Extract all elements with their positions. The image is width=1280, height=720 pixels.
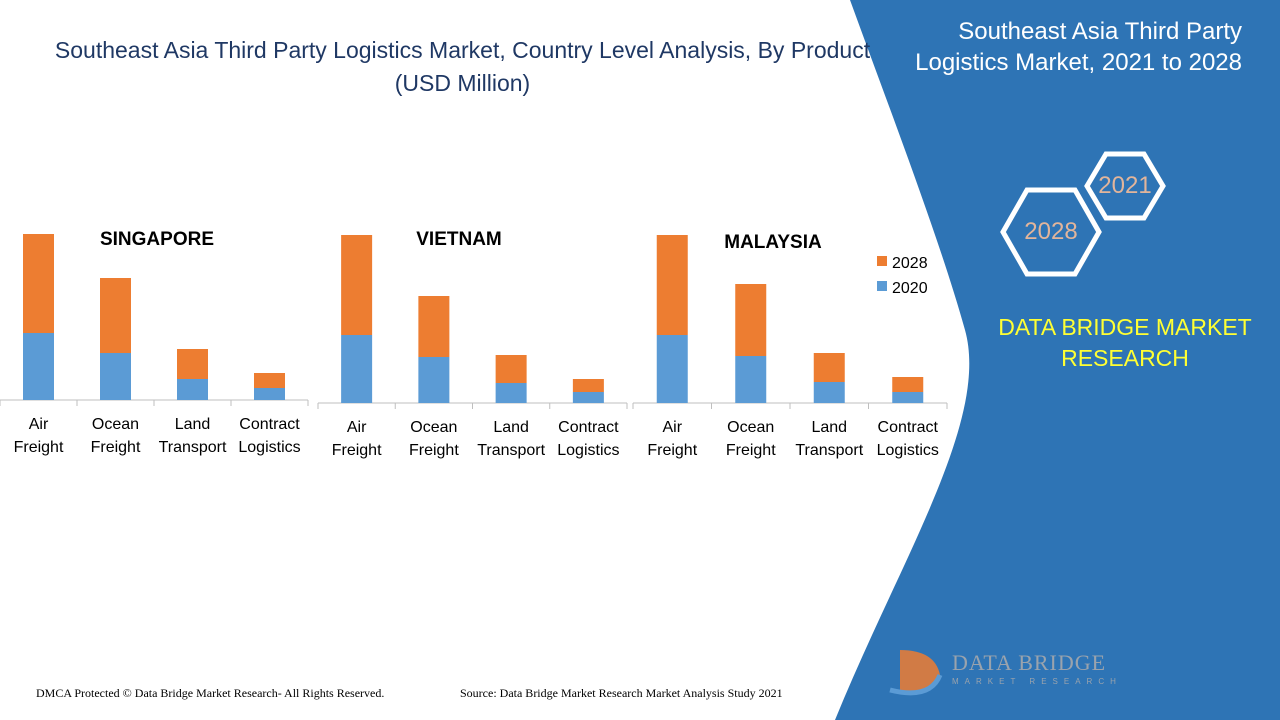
bar-2020 [813, 382, 845, 403]
x-tick-label: Freight [647, 442, 697, 459]
bar-2028 [254, 373, 285, 388]
bar-2028 [177, 349, 208, 379]
side-panel-title: Southeast Asia Third Party Logistics Mar… [915, 18, 1242, 76]
x-tick-label: Logistics [238, 439, 300, 456]
x-tick-label: Freight [332, 442, 382, 459]
footer-source: Source: Data Bridge Market Research Mark… [460, 686, 783, 700]
x-tick-label: Land [811, 419, 847, 436]
bar-2028 [813, 353, 845, 382]
x-tick-label: Ocean [727, 419, 774, 436]
bar-2020 [656, 335, 688, 403]
bar-2028 [100, 278, 131, 353]
x-tick-label: Contract [239, 416, 300, 433]
bar-2020 [341, 335, 373, 403]
bar-2028 [495, 355, 527, 383]
x-tick-label: Freight [726, 442, 776, 459]
bar-2028 [572, 379, 604, 392]
bar-2020 [892, 392, 924, 403]
bar-2020 [254, 388, 285, 400]
x-tick-label: Transport [477, 442, 545, 459]
bar-2020 [100, 353, 131, 400]
bar-2020 [418, 357, 450, 403]
panel-title: VIETNAM [416, 229, 502, 250]
x-tick-label: Land [493, 419, 529, 436]
bar-2020 [495, 383, 527, 403]
hex-label-2028: 2028 [1024, 218, 1078, 245]
legend-label-2020: 2020 [892, 280, 928, 297]
x-tick-label: Freight [14, 439, 64, 456]
panel-title: MALAYSIA [724, 232, 822, 253]
bar-2028 [892, 377, 924, 392]
x-tick-label: Logistics [557, 442, 619, 459]
hexagon-2028 [1000, 187, 1102, 277]
x-tick-label: Ocean [92, 416, 139, 433]
legend-swatch-2020 [877, 281, 887, 291]
bar-2020 [572, 392, 604, 403]
bar-2028 [656, 235, 688, 335]
logo-name: DATA BRIDGE [952, 650, 1107, 675]
brand-text: DATA BRIDGE MARKET RESEARCH [998, 314, 1252, 371]
x-tick-label: Air [29, 416, 49, 433]
logo-icon [900, 650, 940, 693]
x-tick-label: Contract [878, 419, 939, 436]
x-tick-label: Air [347, 419, 367, 436]
chart-title: Southeast Asia Third Party Logistics Mar… [54, 37, 871, 96]
side-panel-shape [835, 0, 1280, 720]
x-tick-label: Ocean [410, 419, 457, 436]
x-tick-label: Land [175, 416, 211, 433]
x-tick-label: Contract [558, 419, 619, 436]
logo-tagline: MARKET RESEARCH [952, 677, 1122, 686]
x-tick-label: Transport [159, 439, 227, 456]
bar-2020 [735, 356, 767, 403]
bar-2028 [23, 234, 54, 333]
legend-swatch-2028 [877, 256, 887, 266]
footer-copyright: DMCA Protected © Data Bridge Market Rese… [36, 686, 385, 700]
x-tick-label: Freight [91, 439, 141, 456]
bar-2028 [418, 296, 450, 357]
x-tick-label: Freight [409, 442, 459, 459]
x-tick-label: Logistics [877, 442, 939, 459]
logo-swoosh-icon [889, 673, 943, 696]
panel-title: SINGAPORE [100, 229, 214, 250]
legend-label-2028: 2028 [892, 255, 928, 272]
hex-label-2021: 2021 [1098, 172, 1152, 199]
x-tick-label: Transport [795, 442, 863, 459]
bar-2020 [23, 333, 54, 400]
x-tick-label: Air [662, 419, 682, 436]
hexagon-2021 [1084, 151, 1166, 221]
bar-2028 [341, 235, 373, 335]
bar-2028 [735, 284, 767, 356]
bar-2020 [177, 379, 208, 400]
